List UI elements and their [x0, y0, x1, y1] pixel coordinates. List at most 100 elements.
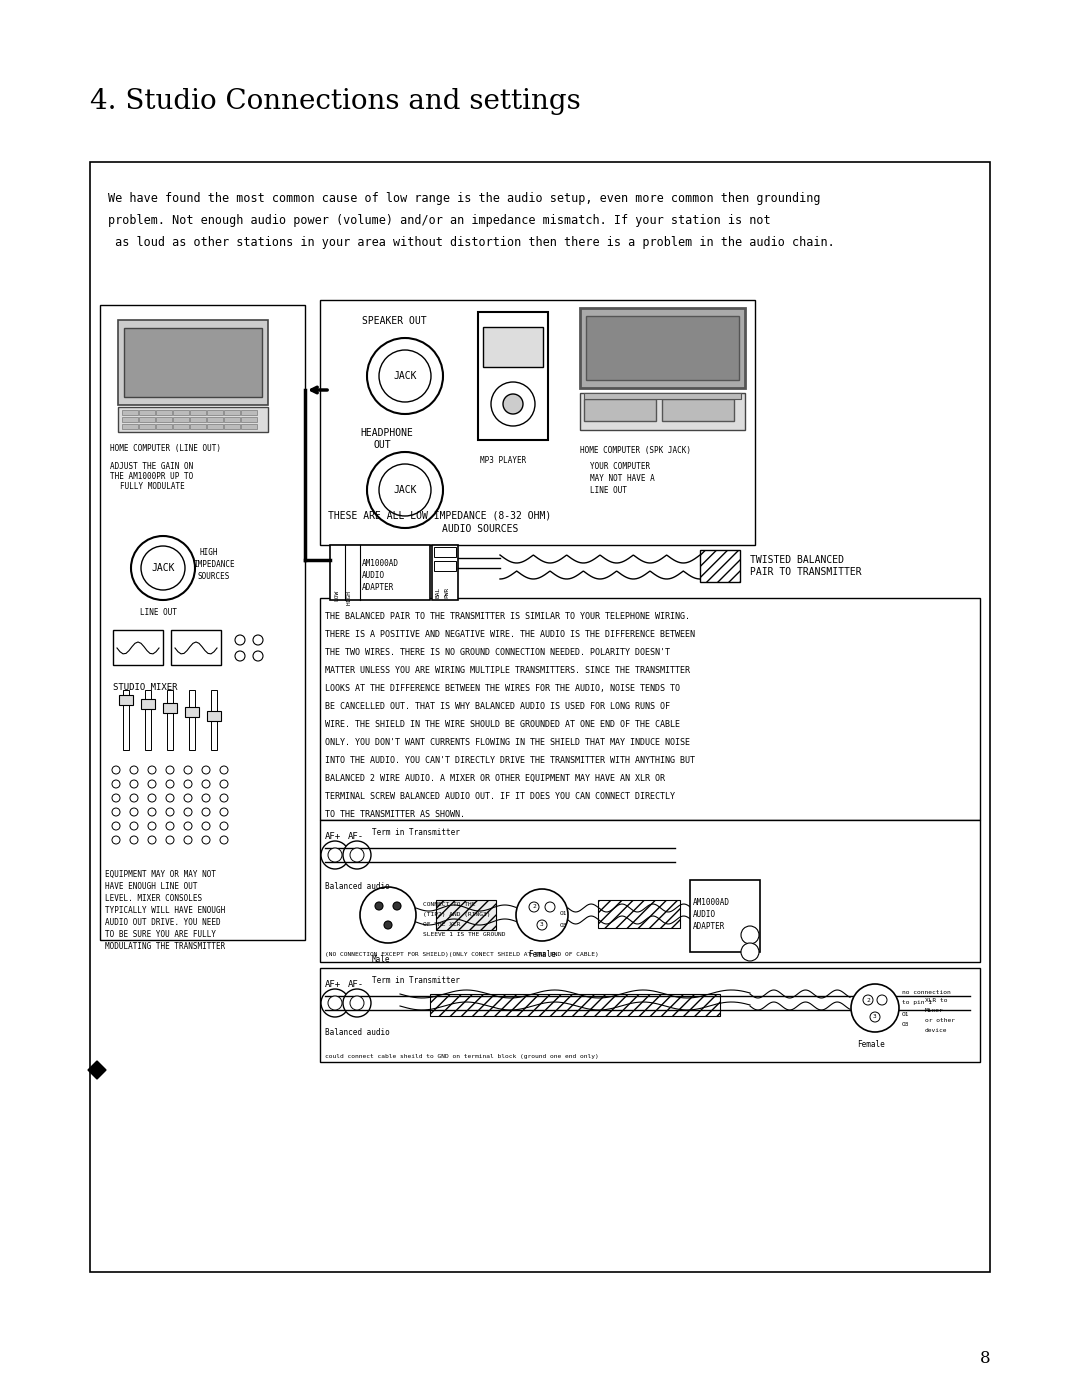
- Circle shape: [360, 887, 416, 943]
- Circle shape: [220, 766, 228, 774]
- Text: AUDIO: AUDIO: [693, 909, 716, 919]
- Bar: [156, 425, 172, 429]
- Bar: [139, 425, 156, 429]
- Text: AUDIO: AUDIO: [362, 571, 386, 580]
- Text: 8: 8: [980, 1350, 990, 1368]
- Bar: [478, 312, 548, 440]
- Text: AM1000AD: AM1000AD: [693, 898, 730, 907]
- Text: LOW: LOW: [334, 590, 339, 601]
- Bar: [434, 562, 456, 571]
- Bar: [171, 630, 221, 665]
- Polygon shape: [87, 1060, 106, 1078]
- Text: AF-: AF-: [348, 981, 364, 989]
- Circle shape: [741, 943, 759, 961]
- Bar: [207, 409, 222, 415]
- Circle shape: [367, 453, 443, 528]
- Circle shape: [375, 902, 383, 909]
- Bar: [190, 409, 206, 415]
- Bar: [207, 711, 221, 721]
- Bar: [190, 416, 206, 422]
- Text: O1: O1: [902, 1011, 909, 1017]
- Text: HEADPHONE: HEADPHONE: [360, 427, 413, 439]
- Text: or other: or other: [924, 1018, 955, 1023]
- Bar: [118, 407, 268, 432]
- Circle shape: [148, 835, 156, 844]
- Text: HOME COMPUTER (LINE OUT): HOME COMPUTER (LINE OUT): [110, 444, 221, 453]
- Text: LOOKS AT THE DIFFERENCE BETWEEN THE WIRES FOR THE AUDIO, NOISE TENDS TO: LOOKS AT THE DIFFERENCE BETWEEN THE WIRE…: [325, 685, 680, 693]
- Circle shape: [130, 780, 138, 788]
- Text: BAL: BAL: [436, 587, 441, 598]
- Text: IMPEDANCE: IMPEDANCE: [193, 560, 234, 569]
- Bar: [156, 409, 172, 415]
- Text: Male: Male: [372, 956, 391, 964]
- Circle shape: [166, 821, 174, 830]
- Text: BE CANCELLED OUT. THAT IS WHY BALANCED AUDIO IS USED FOR LONG RUNS OF: BE CANCELLED OUT. THAT IS WHY BALANCED A…: [325, 703, 670, 711]
- Text: Term in Transmitter: Term in Transmitter: [372, 828, 460, 837]
- Text: Balanced audio: Balanced audio: [325, 882, 390, 891]
- Bar: [207, 416, 222, 422]
- Circle shape: [112, 793, 120, 802]
- Circle shape: [112, 807, 120, 816]
- Text: ADAPTER: ADAPTER: [362, 583, 394, 592]
- Circle shape: [202, 807, 210, 816]
- Text: SOURCES: SOURCES: [197, 571, 229, 581]
- Circle shape: [328, 848, 342, 862]
- Text: STUDIO MIXER: STUDIO MIXER: [113, 683, 177, 692]
- Bar: [156, 416, 172, 422]
- Text: MP3 PLAYER: MP3 PLAYER: [480, 455, 526, 465]
- Circle shape: [877, 995, 887, 1004]
- Circle shape: [350, 848, 364, 862]
- Text: THERE IS A POSITIVE AND NEGATIVE WIRE. THE AUDIO IS THE DIFFERENCE BETWEEN: THERE IS A POSITIVE AND NEGATIVE WIRE. T…: [325, 630, 696, 638]
- Bar: [90, 162, 990, 1273]
- Bar: [122, 425, 138, 429]
- Text: YOUR COMPUTER: YOUR COMPUTER: [590, 462, 650, 471]
- Bar: [320, 598, 980, 820]
- Circle shape: [343, 989, 372, 1017]
- Bar: [436, 900, 496, 930]
- Bar: [163, 703, 177, 712]
- Bar: [139, 416, 156, 422]
- Bar: [122, 416, 138, 422]
- Bar: [139, 409, 156, 415]
- Circle shape: [148, 807, 156, 816]
- Bar: [580, 393, 745, 430]
- Text: THE AM1000PR UP TO: THE AM1000PR UP TO: [110, 472, 193, 481]
- Bar: [207, 425, 222, 429]
- Circle shape: [503, 394, 523, 414]
- Circle shape: [384, 921, 392, 929]
- Circle shape: [235, 651, 245, 661]
- Circle shape: [220, 835, 228, 844]
- Text: (TIP2) AND (RING3): (TIP2) AND (RING3): [423, 912, 490, 916]
- Circle shape: [166, 835, 174, 844]
- Text: OUT: OUT: [373, 440, 391, 450]
- Text: (NO CONNECTION EXCEPT FOR SHIELD)(ONLY CONECT SHIELD AT ONE END OF CABLE): (NO CONNECTION EXCEPT FOR SHIELD)(ONLY C…: [325, 951, 598, 957]
- Circle shape: [130, 821, 138, 830]
- Text: could connect cable sheild to GND on terminal block (ground one end only): could connect cable sheild to GND on ter…: [325, 1053, 598, 1059]
- Circle shape: [863, 995, 873, 1004]
- Bar: [434, 548, 456, 557]
- Bar: [241, 409, 257, 415]
- Bar: [241, 425, 257, 429]
- Circle shape: [130, 793, 138, 802]
- Bar: [118, 320, 268, 405]
- Bar: [320, 300, 755, 545]
- Circle shape: [537, 921, 546, 930]
- Circle shape: [393, 902, 401, 909]
- Text: PWR: PWR: [444, 587, 449, 598]
- Text: MAY NOT HAVE A: MAY NOT HAVE A: [590, 474, 654, 483]
- Text: AF+: AF+: [325, 981, 341, 989]
- Text: INTO THE AUDIO. YOU CAN'T DIRECTLY DRIVE THE TRANSMITTER WITH ANYTHING BUT: INTO THE AUDIO. YOU CAN'T DIRECTLY DRIVE…: [325, 756, 696, 766]
- Circle shape: [166, 780, 174, 788]
- Text: 2: 2: [866, 997, 869, 1003]
- Text: ADJUST THE GAIN ON: ADJUST THE GAIN ON: [110, 462, 193, 471]
- Bar: [190, 425, 206, 429]
- Bar: [241, 416, 257, 422]
- Circle shape: [545, 902, 555, 912]
- Bar: [173, 409, 189, 415]
- Bar: [224, 425, 240, 429]
- Circle shape: [184, 766, 192, 774]
- Circle shape: [220, 780, 228, 788]
- Circle shape: [343, 841, 372, 869]
- Text: THESE ARE ALL LOW IMPEDANCE (8-32 OHM): THESE ARE ALL LOW IMPEDANCE (8-32 OHM): [328, 510, 552, 520]
- Circle shape: [130, 807, 138, 816]
